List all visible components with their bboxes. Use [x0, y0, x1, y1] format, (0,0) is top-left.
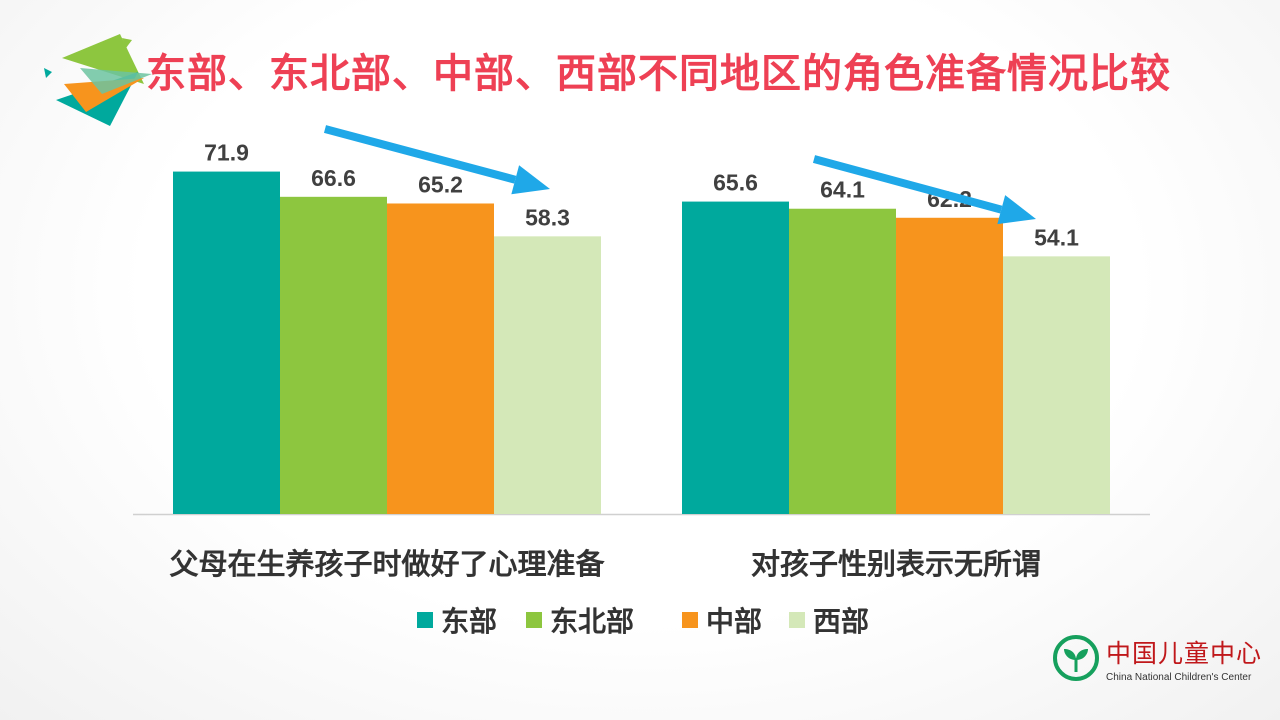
logo-mark-icon	[1053, 635, 1099, 681]
bar	[1003, 256, 1110, 514]
ornament-shape	[64, 78, 144, 112]
legend-swatch	[526, 612, 542, 628]
logo: 中国儿童中心 China National Children's Center	[1050, 632, 1261, 692]
bar-value-label: 58.3	[525, 204, 570, 230]
bar-value-label: 71.9	[204, 140, 249, 166]
legend-swatch	[682, 612, 698, 628]
category-label: 对孩子性别表示无所谓	[751, 547, 1041, 581]
ornament-shape	[62, 34, 144, 84]
ornament-shape	[44, 68, 52, 78]
bar	[280, 196, 387, 514]
legend-label: 东部	[441, 605, 497, 638]
page-title: 东部、东北部、中部、西部不同地区的角色准备情况比较	[146, 51, 1171, 97]
legend-swatch	[417, 612, 433, 628]
bar	[789, 208, 896, 514]
legend-swatch	[789, 612, 805, 628]
logo-name-en: China National Children's Center	[1106, 672, 1252, 683]
trend-arrow-icon	[323, 125, 517, 184]
bar-value-label: 54.1	[1034, 224, 1079, 250]
bar-value-label: 66.6	[311, 165, 356, 191]
bar	[173, 171, 280, 515]
bar	[682, 201, 789, 514]
logo-name-cn: 中国儿童中心	[1106, 639, 1263, 668]
bar-value-label: 65.6	[713, 170, 758, 196]
trend-arrowhead-icon	[511, 165, 550, 195]
legend-label: 中部	[706, 605, 762, 638]
legend-label: 西部	[813, 605, 869, 638]
bar	[387, 203, 494, 515]
ornament-shape	[80, 68, 152, 94]
corner-ornament	[44, 34, 152, 126]
legend-label: 东北部	[550, 605, 634, 638]
category-label: 父母在生养孩子时做好了心理准备	[169, 547, 605, 581]
bar-value-label: 65.2	[418, 171, 463, 197]
trend-arrow-icon	[812, 155, 1003, 214]
ornament-shape	[122, 38, 132, 48]
bar-value-label: 64.1	[820, 177, 865, 203]
bar	[896, 217, 1003, 514]
bar	[494, 236, 601, 514]
trend-arrowhead-icon	[997, 195, 1036, 225]
